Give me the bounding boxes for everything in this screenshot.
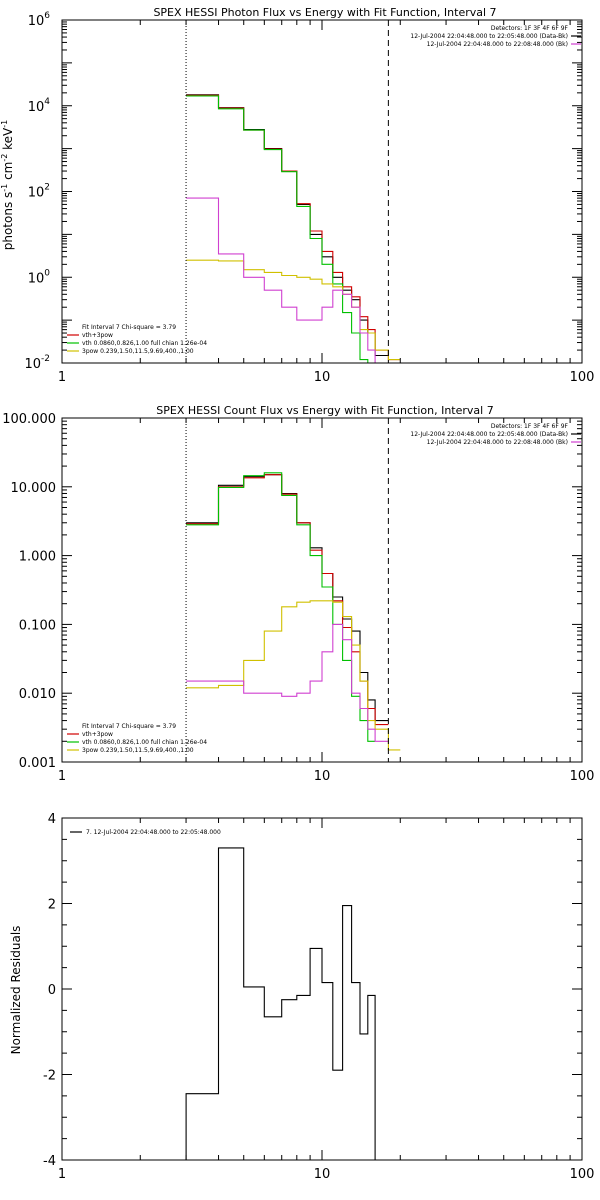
residuals-axes: [61, 817, 583, 1161]
photon-reference-lines: [185, 20, 389, 363]
residuals-tick-labels: 1 10 100 -4 -2 0 2 4: [43, 812, 594, 1182]
y-tick-label: 104: [28, 97, 51, 115]
x-tick-label: 10: [314, 769, 331, 784]
count-series-group: [186, 472, 401, 751]
count-flux-panel: SPEX HESSI Count Flux vs Energy with Fit…: [2, 404, 594, 784]
legend-entry: 12-Jul-2004 22:04:48.000 to 22:08:48.000…: [427, 439, 568, 446]
legend-entry: vth 0.0860,0.826,1.00 full chian 1.26e-0…: [82, 739, 207, 746]
photon-flux-panel: SPEX HESSI Photon Flux vs Energy with Fi…: [0, 6, 594, 385]
x-tick-label: 1: [58, 370, 66, 385]
series-line-4: [186, 623, 389, 742]
count-tick-labels: 1 10 100 0.001 0.010 0.100 1.000 10.000 100.000: [2, 412, 594, 784]
y-tick-label: 1.000: [19, 550, 56, 565]
y-tick-label: 100.000: [2, 412, 56, 427]
x-tick-label: 100: [570, 769, 595, 784]
y-tick-label: 102: [28, 183, 50, 201]
y-tick-label: 0.010: [19, 687, 56, 702]
residuals-series-group: [185, 847, 389, 1161]
y-tick-label: 0.001: [19, 756, 56, 771]
series-line-3: [186, 600, 401, 751]
x-tick-label: 100: [570, 1167, 595, 1182]
residuals-ylabel: Normalized Residuals: [9, 926, 23, 1055]
x-tick-label: 10: [314, 370, 331, 385]
y-tick-label: 106: [28, 11, 51, 29]
y-tick-label: -4: [43, 1154, 56, 1169]
photon-tick-labels: 1 10 100 10-2 100 102 104 106: [24, 11, 594, 385]
x-tick-label: 1: [58, 1167, 66, 1182]
legend-entry: 7. 12-Jul-2004 22:04:48.000 to 22:05:48.…: [86, 829, 221, 836]
series-line-2: [186, 95, 376, 364]
y-tick-label: 0: [48, 983, 56, 998]
legend-entry: Detectors: 1F 3F 4F 6F 9F: [491, 423, 569, 430]
x-tick-label: 1: [58, 769, 66, 784]
y-tick-label: 4: [48, 812, 56, 827]
y-tick-label: 100: [28, 268, 51, 286]
photon-panel-title: SPEX HESSI Photon Flux vs Energy with Fi…: [153, 6, 496, 19]
photon-axes: [61, 19, 583, 364]
x-tick-label: 10: [314, 1167, 331, 1182]
legend-entry: Fit Interval 7 Chi-square = 3.79: [82, 324, 176, 331]
count-legend-bottom-left: Fit Interval 7 Chi-square = 3.79vth+3pow…: [67, 723, 207, 754]
photon-legend-bottom-left: Fit Interval 7 Chi-square = 3.79vth+3pow…: [67, 324, 207, 355]
series-line-4: [186, 197, 389, 364]
photon-series-group: [186, 94, 401, 364]
legend-entry: 12-Jul-2004 22:04:48.000 to 22:05:48.000…: [410, 33, 568, 40]
y-tick-label: 2: [48, 898, 56, 913]
y-tick-label: 10-2: [24, 354, 50, 372]
series-line-3: [186, 259, 401, 361]
legend-entry: vth+3pow: [82, 332, 113, 339]
legend-entry: vth 0.0860,0.826,1.00 full chian 1.26e-0…: [82, 340, 207, 347]
photon-ylabel: photons s-1 cm-2 keV-1: [0, 120, 15, 251]
count-axes: [61, 417, 583, 763]
count-panel-title: SPEX HESSI Count Flux vs Energy with Fit…: [156, 404, 493, 417]
y-tick-label: 0.100: [19, 618, 56, 633]
legend-entry: 3pow 0.239,1.50,11.5,9.69,400.,1.00: [82, 348, 194, 355]
count-reference-lines: [185, 418, 389, 762]
legend-entry: 12-Jul-2004 22:04:48.000 to 22:08:48.000…: [427, 41, 568, 48]
residuals-panel: 1 10 100 -4 -2 0 2 4 Normalized Residuals 7. 12…: [9, 812, 594, 1182]
legend-entry: vth+3pow: [82, 731, 113, 738]
y-tick-label: -2: [43, 1069, 56, 1084]
legend-entry: 3pow 0.239,1.50,11.5,9.69,400.,1.00: [82, 747, 194, 754]
legend-entry: 12-Jul-2004 22:04:48.000 to 22:05:48.000…: [410, 431, 568, 438]
y-tick-label: 10.000: [11, 481, 57, 496]
series-line-2: [186, 472, 376, 742]
legend-entry: Detectors: 1F 3F 4F 6F 9F: [491, 25, 569, 32]
residuals-legend: 7. 12-Jul-2004 22:04:48.000 to 22:05:48.…: [70, 829, 221, 836]
x-tick-label: 100: [570, 370, 595, 385]
legend-entry: Fit Interval 7 Chi-square = 3.79: [82, 723, 176, 730]
series-line-0: [185, 847, 389, 1161]
